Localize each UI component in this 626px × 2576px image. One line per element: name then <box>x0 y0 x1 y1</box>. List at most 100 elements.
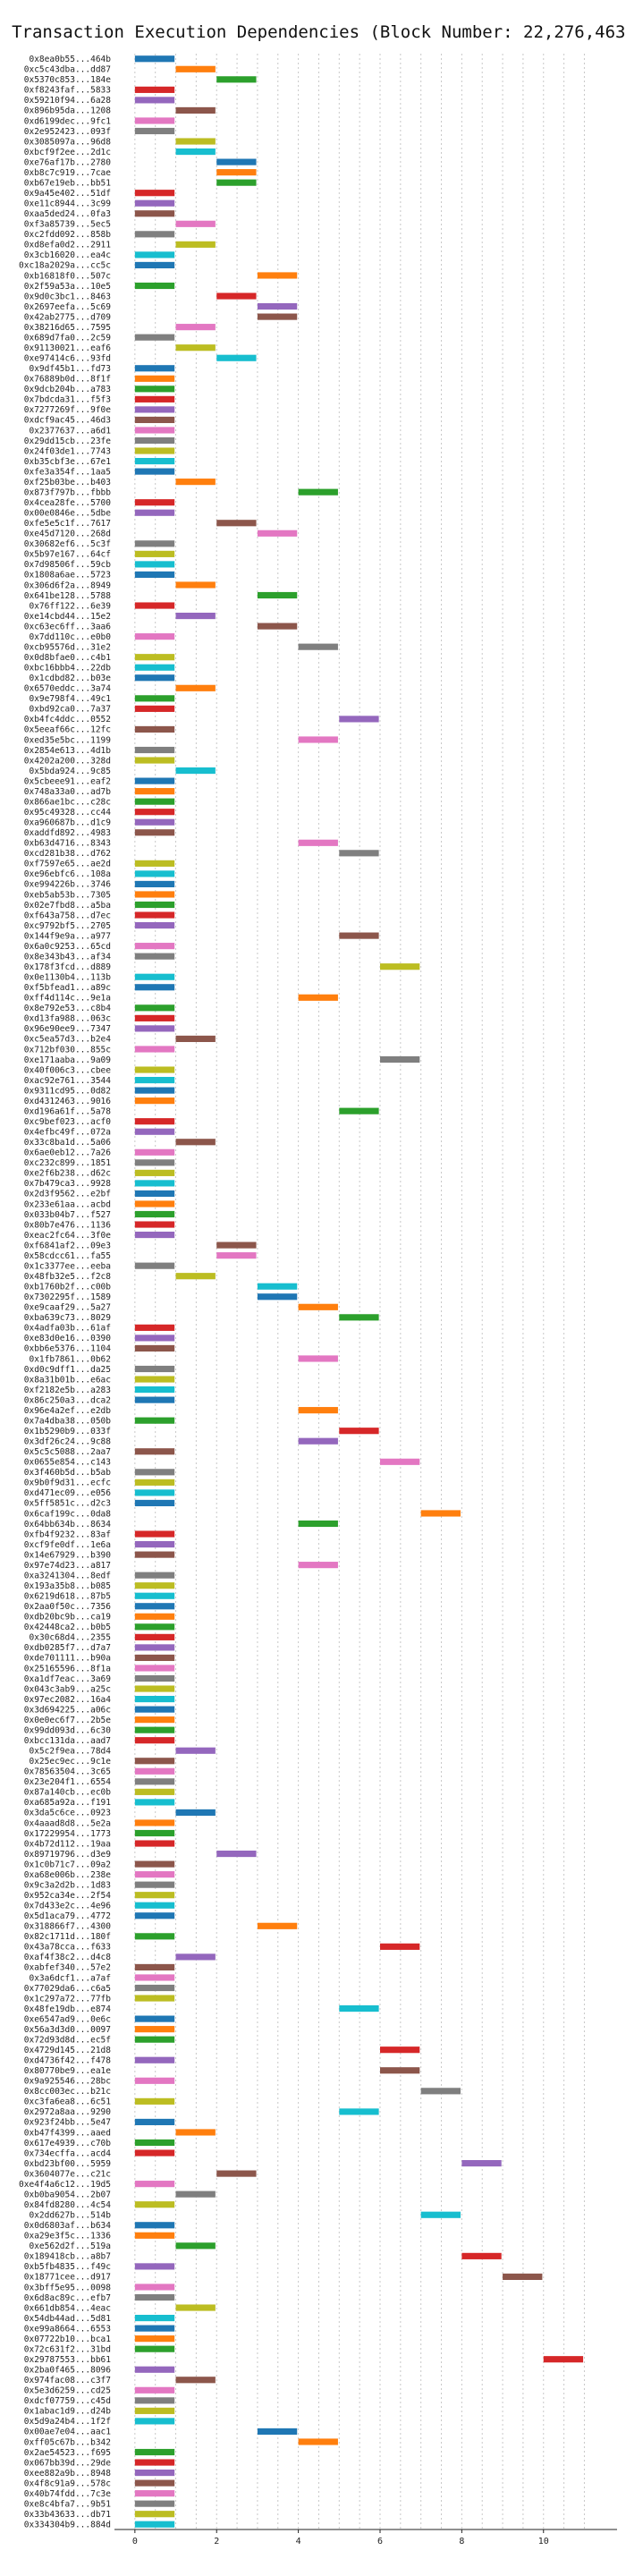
transaction-hash-label: 0xe2f6b238...d62c <box>24 1169 111 1179</box>
transaction-bar <box>134 1963 175 1971</box>
transaction-bar <box>134 1758 175 1765</box>
transaction-hash-label: 0x23e204f1...6554 <box>24 1777 112 1787</box>
transaction-bar <box>298 839 338 846</box>
x-axis: 0 2 4 6 8 10 <box>114 2529 617 2546</box>
transaction-bar <box>175 1953 216 1961</box>
transaction-bar <box>134 117 175 124</box>
transaction-hash-label: 0x866ae1bc...c28c <box>24 797 111 807</box>
transaction-bar <box>134 1737 175 1744</box>
transaction-bar <box>134 2036 175 2043</box>
transaction-hash-label: 0x043c3ab9...a25c <box>24 1684 111 1694</box>
transaction-bar <box>420 2211 461 2218</box>
transaction-hash-label: 0x7bdcda31...f5f3 <box>24 395 111 405</box>
transaction-bar <box>134 365 175 372</box>
transaction-bar <box>216 354 257 361</box>
transaction-hash-label: 0x97e74d23...a817 <box>24 1561 111 1571</box>
transaction-hash-label: 0x3a6dcf1...a7af <box>29 1973 111 1983</box>
transaction-bar <box>134 1066 175 1073</box>
transaction-bar <box>134 2284 175 2291</box>
transaction-bar <box>134 921 175 929</box>
transaction-bar <box>134 1892 175 1899</box>
transaction-hash-label: 0x6ae0eb12...7a26 <box>24 1148 112 1158</box>
transaction-bar <box>134 1974 175 1981</box>
transaction-bar <box>216 1850 257 1858</box>
transaction-hash-label: 0x033b04b7...f527 <box>24 1210 111 1220</box>
transaction-hash-label: 0xe99a8664...6553 <box>24 2324 111 2334</box>
transaction-hash-label: 0x6d8ac89c...efb7 <box>24 2293 111 2303</box>
transaction-hash-label: 0xe4f4a6c12...19d5 <box>19 2180 111 2190</box>
transaction-bar <box>379 1943 420 1950</box>
transaction-hash-label: 0x91130021...eaf6 <box>24 343 112 353</box>
transaction-bar <box>461 2159 502 2167</box>
transaction-hash-label: 0x25165596...8f1a <box>24 1664 111 1674</box>
transaction-hash-label: 0x0d6803af...b634 <box>24 2221 112 2231</box>
transaction-hash-label: 0x78563504...3c65 <box>24 1767 111 1777</box>
transaction-hash-label: 0x02e7fbd8...a5ba <box>24 901 111 911</box>
transaction-bar <box>175 1273 216 1280</box>
transaction-bar <box>175 612 216 620</box>
transaction-bar <box>134 127 175 135</box>
transaction-bar <box>134 2366 175 2373</box>
x-tick-label: 6 <box>377 2537 383 2546</box>
transaction-bar <box>134 870 175 877</box>
transaction-hash-label: 0xeac2fc64...3f0e <box>24 1231 112 1241</box>
transaction-hash-label: 0xd4312463...9016 <box>24 1097 112 1106</box>
transaction-hash-label: 0xb0ba9054...2b07 <box>24 2190 111 2199</box>
grid-lines <box>134 54 585 2529</box>
transaction-hash-label: 0x641be128...5788 <box>24 591 112 601</box>
transaction-hash-label: 0x84fd8280...4c54 <box>24 2200 112 2210</box>
transaction-bar <box>134 798 175 805</box>
transaction-bar <box>257 623 298 630</box>
transaction-hash-label: 0xb4fc4ddc...0552 <box>24 715 111 724</box>
transaction-hash-label: 0xb5fb4835...f49c <box>24 2262 111 2272</box>
transaction-bar <box>379 963 420 970</box>
transaction-bar <box>134 911 175 919</box>
transaction-hash-label: 0x96e90ee9...7347 <box>24 1024 111 1034</box>
transaction-hash-label: 0x7302295f...1589 <box>24 1292 112 1302</box>
transaction-hash-label: 0x6219d618...87b5 <box>24 1592 111 1602</box>
transaction-hash-label: 0xd196a61f...5a78 <box>24 1106 112 1116</box>
transaction-bar <box>175 1139 216 1146</box>
transaction-hash-label: 0xdcf9ac45...46d3 <box>24 416 111 426</box>
transaction-bar <box>175 1747 216 1754</box>
transaction-hash-label: 0xa29e3f5c...1336 <box>24 2232 112 2241</box>
transaction-bar <box>257 530 298 537</box>
transaction-hash-label: 0x2ae54523...f695 <box>24 2448 111 2458</box>
transaction-hash-label: 0xdcf07759...c45d <box>24 2396 111 2406</box>
transaction-hash-label: 0x82c1711d...180f <box>24 1932 111 1942</box>
transaction-hash-label: 0x661db854...4eac <box>24 2303 111 2313</box>
transaction-hash-label: 0xb35cbf3e...67e1 <box>24 457 112 467</box>
transaction-hash-label: 0xde701111...b90a <box>24 1654 111 1664</box>
transaction-hash-label: 0x8e792e53...c8b4 <box>24 1004 112 1013</box>
transaction-bar <box>175 684 216 691</box>
transaction-bar <box>134 1592 175 1599</box>
transaction-hash-label: 0x189418cb...a8b7 <box>24 2252 111 2262</box>
x-tick-label: 0 <box>132 2537 138 2546</box>
transaction-bar <box>134 210 175 217</box>
transaction-bar <box>298 1437 338 1445</box>
transaction-hash-label: 0xe83d0e16...0390 <box>24 1334 112 1343</box>
transaction-hash-label: 0x59210f94...6a28 <box>24 96 112 106</box>
transaction-hash-label: 0x48fb32e5...f2c8 <box>24 1272 112 1282</box>
transaction-bar <box>134 1396 175 1403</box>
transaction-hash-label: 0xd6199dec...9fc1 <box>24 116 112 126</box>
transaction-hash-label: 0x4b72d112...19aa <box>24 1839 111 1849</box>
transaction-hash-label: 0x748a33a0...ad7b <box>24 787 112 797</box>
transaction-hash-label: 0x96e4a2ef...e2db <box>24 1406 112 1416</box>
transaction-hash-label: 0x318866f7...4300 <box>24 1922 112 1932</box>
transaction-bar <box>257 313 298 320</box>
transaction-hash-label: 0x067bb39d...29de <box>24 2458 112 2468</box>
transaction-bar <box>134 2500 175 2507</box>
transaction-hash-label: 0xf25b03be...b403 <box>24 478 111 487</box>
transaction-bar <box>134 1665 175 1672</box>
transaction-bar <box>134 973 175 980</box>
transaction-bar <box>134 860 175 867</box>
transaction-bar <box>339 1428 379 1435</box>
transaction-hash-label: 0xf3a85739...5ec5 <box>24 220 111 230</box>
transaction-bar <box>134 571 175 579</box>
transaction-bar <box>134 2056 175 2063</box>
transaction-hash-label: 0x9a925546...28bc <box>24 2077 111 2087</box>
transaction-hash-label: 0xd13fa988...063c <box>24 1014 111 1024</box>
transaction-hash-label: 0x42ab2775...d709 <box>24 312 112 322</box>
transaction-bar <box>461 2252 502 2259</box>
